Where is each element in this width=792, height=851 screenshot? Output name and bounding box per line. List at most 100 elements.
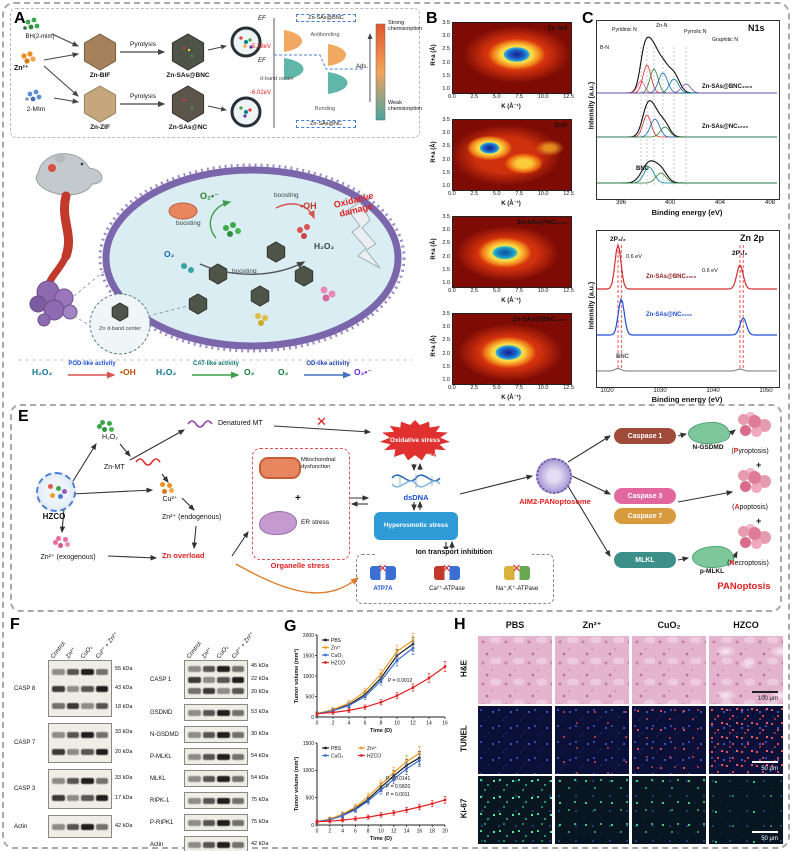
heatmap-yticks: 3.5 3.0 2.5 2.0 1.5 1.0	[436, 20, 450, 92]
heatmap-xticks: 0.0 2.5 5.0 7.5 10.0 12.5	[448, 288, 574, 294]
zn-sas-nc-label: Zn-SAs@NC	[168, 124, 208, 131]
blot-group-right: Control Zn²⁺ CuO₂ Cu²⁺ + Zn²⁺ CASP 1 45 kDa 22…	[150, 631, 280, 851]
tumor-volume-chart-bottom: 0 500 1000 1500 0 2 4 6 8 10 12 14 16 18 20 Tumor volum…	[293, 741, 448, 842]
paren: (	[732, 504, 735, 511]
column-header-CuO₂: CuO₂	[657, 620, 681, 630]
data-point	[379, 783, 383, 786]
spectrum-curve	[597, 166, 777, 184]
legend-marker	[324, 638, 327, 642]
row-label-H&E: H&E	[459, 660, 469, 677]
data-point	[363, 705, 367, 709]
data-point	[430, 802, 434, 806]
protein-band	[231, 687, 244, 694]
mouse-ear	[55, 153, 65, 163]
od-product-label: O₂•⁻	[354, 367, 372, 377]
chart-text: 500	[306, 694, 315, 700]
kda-label: 33 kDa	[115, 729, 133, 736]
heatmap-unit: R+a (Å) 3.5 3.0 2.5 2.0 1.5 1.0 Zn-SAs@BNC₁₀₀₀ 0…	[424, 311, 580, 409]
blot-box	[48, 815, 112, 838]
zn2p-bnc-curve	[597, 367, 777, 372]
paren: (	[727, 560, 730, 567]
atp7a-channel-icon: ✕	[370, 563, 396, 580]
band-row	[52, 726, 108, 743]
zn2p-ylabel: Intensity (a.u.)	[588, 281, 596, 330]
band-row	[188, 817, 244, 828]
heatmap-unit: R+a (Å) 3.5 3.0 2.5 2.0 1.5 1.0 Zn foil 0.0 2.5 5.…	[424, 20, 580, 118]
blot-target-label: CASP 8	[14, 685, 36, 692]
data-point	[411, 638, 415, 642]
legend-marker	[324, 661, 327, 664]
apoptosis-cells-icon	[738, 470, 749, 481]
p-mlkl-label: p-MLKL	[699, 568, 725, 575]
cat-reactant-label: H₂O₂	[156, 367, 177, 377]
ytick: 3.0	[442, 227, 450, 234]
energy-bottom-label: -6.02eV	[250, 90, 272, 96]
band-row	[52, 663, 108, 680]
protein-band	[231, 731, 244, 738]
protein-band	[52, 702, 65, 709]
heatmap-xticks: 0.0 2.5 5.0 7.5 10.0 12.5	[448, 385, 574, 391]
nak-atpase-channel-icon: ✕	[504, 563, 530, 580]
kda-label: 75 kDa	[251, 796, 269, 803]
row-label-TUNEL: TUNEL	[459, 725, 469, 752]
tumor-volume-chart-2: 0 500 1000 1500 0 2 4 6 8 10 12 14 16 18 20 Tumor volum…	[290, 738, 450, 842]
chart-text: 500	[306, 795, 315, 801]
panel-b-label: B	[426, 10, 438, 27]
protein-band	[95, 731, 108, 738]
heatmap-title: Zn foil	[547, 25, 568, 32]
data-point	[341, 814, 344, 818]
zn2p-plot-box	[596, 230, 780, 388]
zn-overload-label: Zn overload	[162, 551, 205, 560]
chart-text: Zn²⁺	[367, 746, 378, 752]
dos-bottom-label: Zn-SAs@NC	[296, 120, 356, 129]
blot-row: RIPK-1 75 kDa	[150, 792, 280, 809]
blocked-x-icon: ✕	[316, 414, 327, 429]
protein-band	[202, 687, 215, 694]
data-point	[347, 709, 351, 712]
protein-band	[66, 748, 79, 755]
data-point	[392, 811, 396, 815]
necroptosis-rest: ecroptosis)	[734, 560, 769, 567]
caspase7-pill: Caspase 7	[614, 508, 676, 524]
column-header-PBS: PBS	[505, 620, 525, 630]
chart-text: P = 0.0141	[386, 776, 410, 782]
chart-text: Time (D)	[370, 836, 392, 842]
protein-band	[217, 676, 230, 683]
scale-bar-label: 50 μm	[761, 766, 778, 772]
stain-overlay	[478, 776, 552, 844]
band-row	[52, 680, 108, 697]
protein-band	[66, 685, 79, 692]
heatmap-yticks: 3.5 3.0 2.5 2.0 1.5 1.0	[436, 117, 450, 189]
chart-text: 6	[354, 829, 357, 835]
blot-row: CASP 8 55 kDa 43 kDa 18 kDa	[14, 660, 144, 717]
panel-g-label: G	[284, 618, 297, 635]
pyridinic-n-label: Pyridinic N	[612, 27, 637, 33]
heatmap-unit: R+a (Å) 3.5 3.0 2.5 2.0 1.5 1.0 Zn-SAs@NC₁₀₀₀ 0.…	[424, 214, 580, 312]
lane-label: Control	[50, 641, 67, 660]
protein-band	[66, 823, 79, 830]
zn-zif-label: Zn-ZIF	[90, 124, 110, 131]
data-point	[443, 798, 447, 802]
boosting-arrow-right	[275, 203, 315, 220]
zoom-inset-circle	[89, 293, 151, 355]
chart-text: Tumor volume (mm³)	[293, 757, 300, 811]
blot-box	[184, 726, 248, 743]
band-row	[188, 773, 244, 784]
xtick: 5.0	[492, 385, 501, 391]
protein-band	[188, 841, 201, 848]
zn2p-xtick: 1040	[706, 388, 720, 394]
protein-band	[188, 709, 201, 716]
data-point	[418, 759, 421, 762]
zn2p-title: Zn 2p	[740, 233, 764, 243]
protein-band	[188, 753, 201, 760]
stain-overlay	[632, 706, 706, 774]
boosting-arrow-center	[199, 261, 306, 275]
strong-chemisorption-label: Strong chemisorption	[388, 20, 423, 33]
xtick: 2.5	[470, 385, 479, 391]
zn-zif-hexagon	[83, 85, 117, 123]
zn-sas-nc-hexagon	[171, 85, 205, 123]
dsdna-label: dsDNA	[403, 493, 429, 502]
lane-labels: Control Zn²⁺ CuO₂ Cu²⁺ + Zn²⁺	[14, 631, 144, 660]
n1s-ylabel: Intensity (a.u.)	[588, 81, 596, 130]
dsdna-helix-icon	[391, 474, 441, 488]
